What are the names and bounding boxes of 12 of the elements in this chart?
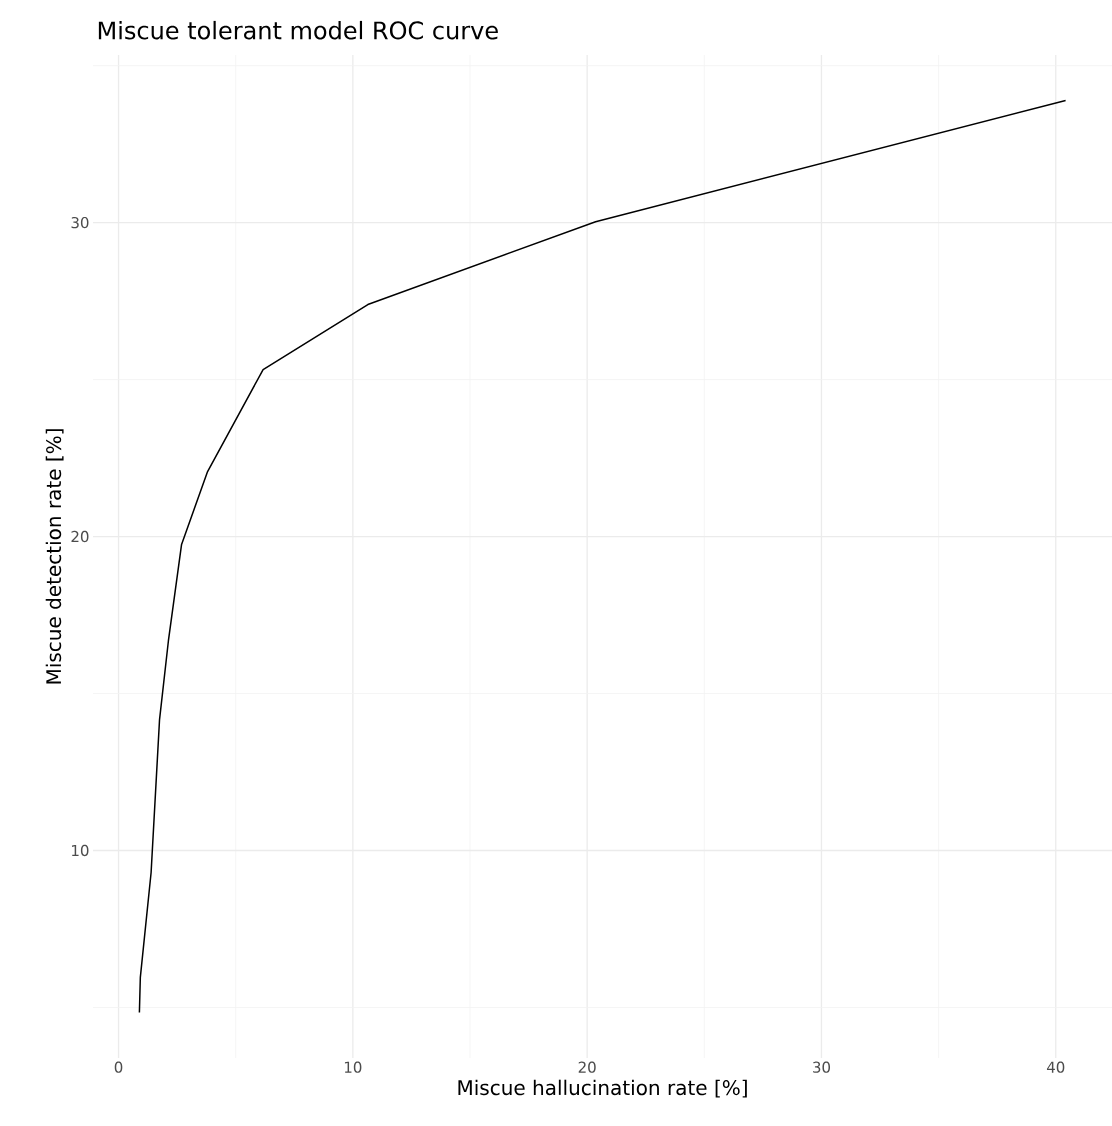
chart-title: Miscue tolerant model ROC curve: [98, 20, 498, 40]
line-series: [138, 99, 1067, 1014]
y-tick-label: 20: [71, 530, 89, 543]
x-tick-label: 30: [813, 1061, 831, 1073]
y-tick-label: 30: [71, 216, 89, 229]
x-tick-label: 10: [344, 1061, 362, 1073]
y-tick-label: 10: [72, 844, 89, 857]
y-axis-title: Miscue detection rate [%]: [45, 429, 64, 684]
x-tick-label: 0: [114, 1061, 123, 1073]
x-tick-label: 20: [578, 1061, 596, 1073]
x-tick-label: 40: [1046, 1061, 1065, 1073]
x-axis-title: Miscue hallucination rate [%]: [458, 1079, 747, 1098]
